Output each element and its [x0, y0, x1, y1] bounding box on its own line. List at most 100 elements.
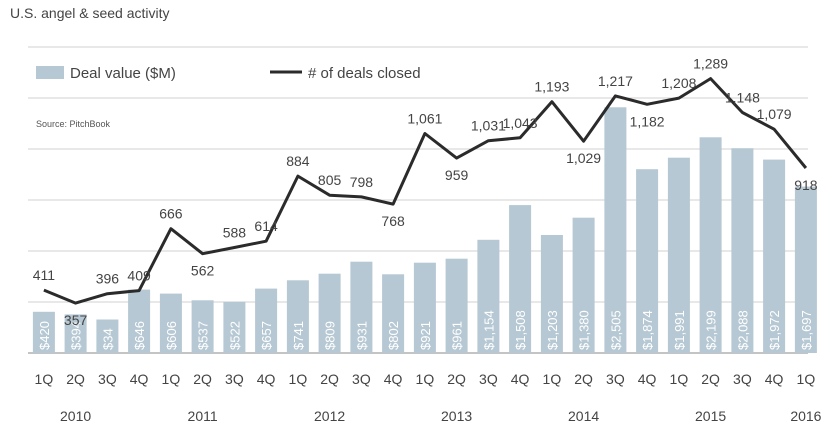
x-year-label: 2013 — [441, 408, 472, 424]
bar — [572, 217, 595, 353]
x-year-label: 2010 — [60, 408, 91, 424]
bar-value-label: $2,199 — [704, 310, 719, 350]
x-tick-label: 2Q — [447, 371, 466, 387]
bar — [604, 107, 627, 353]
bar — [731, 148, 754, 353]
bar — [763, 159, 786, 353]
bar — [64, 314, 87, 353]
bar-value-label: $34 — [100, 328, 115, 350]
x-tick-label: 3Q — [98, 371, 117, 387]
bar — [96, 319, 119, 353]
bar-value-label: $2,505 — [608, 310, 623, 350]
x-tick-label: 2Q — [701, 371, 720, 387]
bar-series: $420 $394 $34 $646 $606 $537 $522 $657 $741 $809 $… — [32, 107, 817, 353]
x-tick-label: 3Q — [225, 371, 244, 387]
bar-value-label: $1,154 — [481, 310, 496, 350]
bar — [350, 261, 373, 353]
x-tick-label: 1Q — [797, 371, 816, 387]
bar — [477, 239, 500, 353]
line-value-label: 1,061 — [407, 111, 442, 127]
x-tick-label: 2Q — [574, 371, 593, 387]
bar-value-label: $1,972 — [767, 310, 782, 350]
line-value-label: 411 — [33, 267, 56, 283]
bar-value-label: $809 — [323, 321, 338, 350]
line-value-label: 798 — [350, 174, 374, 190]
bar-value-label: $802 — [386, 321, 401, 350]
line-value-label: 884 — [286, 153, 310, 169]
bar-value-label: $522 — [227, 321, 242, 350]
legend: Deal value ($M) # of deals closed — [36, 65, 421, 82]
legend-label-deal-value: Deal value ($M) — [70, 65, 176, 82]
bar — [509, 205, 532, 353]
x-tick-label: 3Q — [479, 371, 498, 387]
line-value-label: 1,031 — [471, 118, 506, 134]
bar-value-label: $537 — [196, 321, 211, 350]
x-tick-label: 4Q — [511, 371, 530, 387]
x-year-label: 2012 — [314, 408, 345, 424]
bar — [413, 262, 436, 353]
line-value-label: 1,079 — [757, 106, 792, 122]
x-tick-label: 4Q — [384, 371, 403, 387]
line-value-label: 562 — [191, 263, 215, 279]
line-value-label: 805 — [318, 172, 342, 188]
x-axis: 1Q 2Q 3Q 4Q 1Q 2Q 3Q 4Q 1Q 2Q 3Q 4Q 1Q 2Q 3Q 4Q 1Q 2Q 3Q 4Q… — [35, 371, 822, 424]
line-value-label: 1,289 — [693, 56, 728, 72]
x-tick-label: 4Q — [638, 371, 657, 387]
bar — [128, 289, 151, 353]
legend-swatch-deal-value — [36, 66, 64, 79]
line-value-label: 357 — [64, 312, 88, 328]
bar — [286, 280, 309, 353]
bar — [318, 273, 341, 353]
x-year-label: 2015 — [695, 408, 726, 424]
line-value-label: 1,043 — [503, 115, 538, 131]
x-tick-label: 3Q — [352, 371, 371, 387]
x-tick-label: 4Q — [257, 371, 276, 387]
source-note: Source: PitchBook — [36, 119, 111, 129]
line-value-label: 588 — [223, 225, 247, 241]
bar — [191, 300, 214, 353]
x-tick-label: 4Q — [130, 371, 149, 387]
x-tick-label: 2Q — [66, 371, 85, 387]
x-tick-label: 1Q — [543, 371, 562, 387]
bar — [445, 258, 468, 353]
bar-value-label: $1,508 — [513, 310, 528, 350]
bar-value-label: $921 — [418, 321, 433, 350]
x-tick-label: 3Q — [606, 371, 625, 387]
line-value-label: 409 — [127, 268, 151, 284]
bar — [255, 288, 278, 353]
x-tick-label: 1Q — [35, 371, 54, 387]
x-tick-label: 1Q — [416, 371, 435, 387]
bar — [667, 157, 690, 353]
line-value-label: 614 — [254, 218, 278, 234]
x-year-label: 2011 — [188, 408, 218, 424]
line-value-label: 768 — [381, 213, 405, 229]
x-year-label: 2016 — [790, 408, 821, 424]
chart-title: U.S. angel & seed activity — [10, 5, 170, 21]
line-value-label: 1,208 — [661, 75, 696, 91]
bar — [636, 169, 659, 353]
bar — [382, 274, 405, 353]
bar-value-label: $394 — [69, 321, 84, 350]
bar-value-label: $1,380 — [577, 310, 592, 350]
bar — [32, 311, 55, 353]
bar-value-label: $1,697 — [799, 310, 814, 350]
bar-value-label: $657 — [259, 321, 274, 350]
legend-label-deals-closed: # of deals closed — [308, 65, 421, 82]
bar-value-label: $1,991 — [672, 310, 687, 350]
bar — [159, 293, 182, 353]
x-tick-label: 1Q — [289, 371, 308, 387]
x-tick-label: 3Q — [733, 371, 752, 387]
bar — [223, 301, 246, 353]
bar-value-label: $931 — [354, 321, 369, 350]
line-value-label: 1,148 — [725, 90, 760, 106]
line-value-label: 1,029 — [566, 150, 601, 166]
x-tick-label: 2Q — [320, 371, 339, 387]
line-series: 411 357 396 409 666 562 588 614 884 805 798 768 1,06… — [33, 56, 818, 329]
line-value-label: 1,182 — [630, 113, 665, 129]
bar-value-label: $1,874 — [640, 310, 655, 350]
bar — [540, 235, 563, 353]
line-value-label: 396 — [96, 271, 120, 287]
bar-value-label: $1,203 — [545, 310, 560, 350]
x-tick-label: 1Q — [162, 371, 181, 387]
